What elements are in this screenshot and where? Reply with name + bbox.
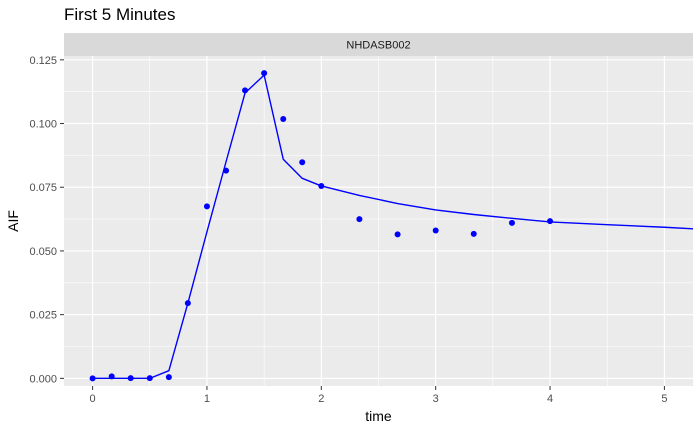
data-point	[89, 375, 96, 382]
data-point	[242, 87, 249, 94]
data-point	[508, 219, 515, 226]
data-point	[299, 159, 306, 166]
y-axis: 0.000 0.025 0.050 0.075 0.100 0.125	[29, 55, 64, 385]
y-tick-label: 0.025	[29, 310, 57, 322]
y-tick-label: 0.125	[29, 55, 57, 67]
facet-label: NHDASB002	[346, 40, 410, 52]
x-tick-label: 0	[90, 393, 96, 405]
data-point	[165, 374, 172, 381]
data-point	[280, 115, 287, 122]
x-tick-label: 2	[318, 393, 324, 405]
x-axis: 0 1 2 3 4 5	[90, 386, 667, 405]
data-point	[223, 167, 230, 174]
fit-line-layer	[92, 74, 694, 380]
data-point	[203, 203, 210, 210]
facet-strip	[64, 33, 693, 56]
x-tick-label: 3	[433, 393, 439, 405]
data-point	[318, 182, 325, 189]
data-point	[127, 375, 134, 382]
x-tick-label: 4	[547, 393, 553, 405]
data-point	[547, 218, 554, 225]
x-tick-label: 5	[661, 393, 667, 405]
data-point	[394, 231, 401, 238]
y-tick-label: 0.075	[29, 182, 57, 194]
chart-title: First 5 Minutes	[64, 5, 175, 24]
data-point	[432, 227, 439, 234]
data-point	[261, 70, 268, 77]
x-axis-title: time	[365, 408, 392, 424]
data-point	[108, 373, 115, 380]
x-tick-label: 1	[204, 393, 210, 405]
y-tick-label: 0.050	[29, 246, 57, 258]
data-points-layer	[89, 70, 554, 382]
data-point	[146, 375, 153, 382]
data-point	[184, 300, 191, 307]
data-point	[470, 230, 477, 237]
minor-gridlines	[64, 56, 693, 386]
fit-line	[92, 74, 694, 380]
y-tick-label: 0.100	[29, 119, 57, 131]
data-point	[356, 216, 363, 223]
y-tick-label: 0.000	[29, 373, 57, 385]
major-gridlines	[64, 56, 693, 386]
y-axis-title: AIF	[5, 210, 21, 232]
